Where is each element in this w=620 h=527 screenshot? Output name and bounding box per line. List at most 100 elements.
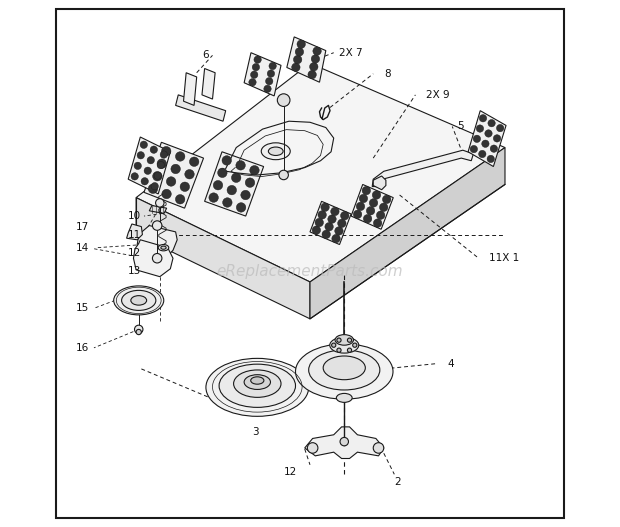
Circle shape (241, 190, 250, 200)
Circle shape (313, 47, 321, 55)
Circle shape (171, 164, 180, 174)
Circle shape (136, 329, 141, 335)
Circle shape (473, 135, 480, 142)
Polygon shape (175, 95, 226, 121)
Circle shape (485, 130, 492, 137)
Circle shape (236, 203, 246, 212)
Ellipse shape (234, 370, 281, 397)
Circle shape (328, 215, 336, 223)
Circle shape (353, 210, 362, 219)
Circle shape (269, 62, 277, 70)
Text: 2X 7: 2X 7 (339, 48, 363, 57)
Circle shape (488, 120, 495, 127)
Text: 2: 2 (394, 477, 401, 487)
Circle shape (311, 55, 320, 63)
Ellipse shape (158, 245, 169, 251)
Circle shape (347, 338, 352, 342)
Polygon shape (128, 137, 171, 194)
Circle shape (338, 219, 346, 228)
Circle shape (308, 443, 318, 453)
Circle shape (373, 219, 382, 227)
Text: 12: 12 (128, 248, 141, 258)
Text: 10: 10 (128, 211, 141, 221)
Ellipse shape (122, 290, 156, 310)
Circle shape (175, 152, 185, 161)
Polygon shape (287, 37, 326, 82)
Circle shape (267, 70, 275, 77)
Polygon shape (136, 63, 505, 282)
Ellipse shape (206, 358, 309, 416)
Circle shape (353, 343, 357, 347)
Circle shape (366, 207, 374, 215)
Circle shape (295, 47, 304, 56)
Ellipse shape (336, 393, 352, 403)
Ellipse shape (335, 335, 353, 345)
Circle shape (148, 184, 157, 193)
Circle shape (293, 55, 302, 64)
Text: 11: 11 (128, 230, 141, 239)
Circle shape (154, 172, 161, 179)
Circle shape (150, 146, 157, 153)
Text: 3: 3 (252, 427, 259, 437)
Circle shape (277, 94, 290, 106)
Text: eReplacementParts.com: eReplacementParts.com (216, 264, 404, 279)
Circle shape (250, 165, 259, 175)
Circle shape (482, 140, 489, 148)
Circle shape (490, 145, 498, 152)
Polygon shape (184, 73, 197, 105)
Circle shape (476, 125, 484, 132)
Circle shape (321, 203, 329, 211)
Circle shape (213, 180, 223, 190)
Polygon shape (373, 176, 386, 190)
Circle shape (153, 171, 162, 181)
Text: 13: 13 (128, 267, 141, 276)
Polygon shape (305, 427, 384, 458)
Polygon shape (126, 224, 143, 240)
Circle shape (330, 207, 339, 216)
Circle shape (359, 194, 368, 203)
Polygon shape (144, 142, 203, 208)
Text: 12: 12 (284, 467, 297, 476)
Circle shape (335, 227, 343, 235)
Circle shape (134, 162, 141, 170)
Circle shape (135, 325, 143, 334)
Ellipse shape (131, 296, 146, 305)
Circle shape (157, 161, 164, 169)
Circle shape (151, 182, 159, 190)
Circle shape (254, 56, 261, 63)
Circle shape (180, 182, 190, 191)
Circle shape (379, 203, 388, 211)
Circle shape (297, 40, 306, 48)
Circle shape (153, 221, 162, 230)
Ellipse shape (261, 143, 290, 160)
Circle shape (231, 173, 241, 182)
Circle shape (223, 198, 232, 207)
Circle shape (249, 79, 256, 86)
Ellipse shape (244, 375, 270, 389)
Circle shape (372, 191, 381, 199)
Polygon shape (136, 198, 310, 319)
Ellipse shape (268, 147, 283, 155)
Circle shape (144, 167, 151, 174)
Text: 11X 1: 11X 1 (489, 253, 520, 263)
Polygon shape (137, 226, 177, 258)
Circle shape (318, 211, 326, 219)
Polygon shape (310, 201, 351, 245)
Text: 5: 5 (458, 122, 464, 131)
Circle shape (175, 194, 185, 204)
Circle shape (370, 199, 378, 207)
Polygon shape (310, 148, 505, 319)
Polygon shape (244, 53, 281, 96)
Circle shape (312, 226, 321, 235)
Circle shape (166, 177, 176, 186)
Circle shape (209, 193, 218, 202)
Circle shape (487, 155, 494, 163)
Circle shape (315, 218, 324, 227)
Circle shape (497, 124, 504, 132)
Circle shape (308, 71, 316, 79)
Circle shape (250, 71, 258, 79)
Ellipse shape (330, 337, 359, 353)
Circle shape (373, 443, 384, 453)
Circle shape (309, 63, 318, 71)
Circle shape (246, 178, 255, 188)
